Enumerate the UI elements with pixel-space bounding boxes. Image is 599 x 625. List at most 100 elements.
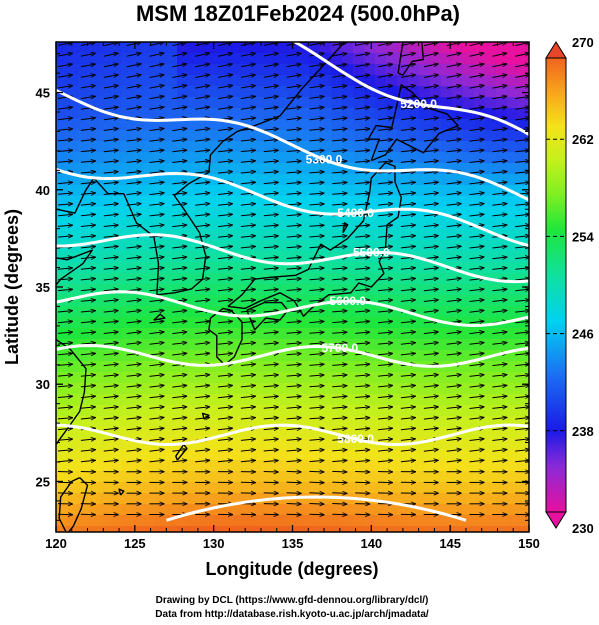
temperature-cell bbox=[507, 493, 519, 505]
temperature-cell bbox=[441, 515, 453, 527]
wind-vector bbox=[446, 300, 462, 302]
temperature-cell bbox=[56, 394, 68, 406]
temperature-cell bbox=[100, 515, 112, 527]
temperature-cell bbox=[375, 262, 387, 274]
temperature-cell bbox=[100, 251, 112, 263]
wind-vector bbox=[80, 53, 96, 57]
temperature-cell bbox=[320, 284, 332, 296]
temperature-cell bbox=[78, 185, 90, 197]
temperature-cell bbox=[452, 416, 464, 428]
temperature-cell bbox=[133, 317, 145, 329]
wind-vector bbox=[286, 118, 302, 120]
temperature-cell bbox=[166, 42, 178, 54]
temperature-cell bbox=[287, 328, 299, 340]
temperature-cell bbox=[254, 361, 266, 373]
wind-vector bbox=[446, 428, 462, 430]
wind-vector bbox=[515, 417, 529, 419]
temperature-cell bbox=[188, 185, 200, 197]
temperature-cell bbox=[111, 185, 123, 197]
temperature-cell bbox=[100, 152, 112, 164]
temperature-cell bbox=[89, 53, 101, 65]
temperature-cell bbox=[276, 405, 288, 417]
temperature-cell bbox=[386, 405, 398, 417]
temperature-cell bbox=[430, 515, 442, 527]
temperature-cell bbox=[364, 438, 376, 450]
temperature-cell bbox=[265, 405, 277, 417]
wind-vector bbox=[515, 182, 529, 184]
temperature-cell bbox=[375, 482, 387, 494]
temperature-cell bbox=[518, 218, 529, 230]
temperature-cell bbox=[144, 130, 156, 142]
temperature-cell bbox=[265, 328, 277, 340]
temperature-cell bbox=[221, 141, 233, 153]
wind-vector bbox=[126, 300, 142, 302]
temperature-cell bbox=[298, 317, 310, 329]
temperature-cell bbox=[122, 438, 134, 450]
temperature-cell bbox=[441, 427, 453, 439]
wind-vector bbox=[469, 439, 485, 441]
temperature-cell bbox=[144, 240, 156, 252]
wind-vector bbox=[423, 139, 439, 141]
wind-vector bbox=[446, 161, 462, 163]
wind-vector bbox=[378, 86, 393, 88]
wind-vector bbox=[515, 161, 529, 163]
temperature-cell bbox=[309, 394, 321, 406]
wind-vector bbox=[126, 193, 142, 195]
wind-vector bbox=[217, 332, 233, 334]
temperature-cell bbox=[221, 482, 233, 494]
contour-label: 5400.0 bbox=[337, 206, 374, 220]
temperature-cell bbox=[111, 207, 123, 219]
temperature-cell bbox=[221, 416, 233, 428]
temperature-cell bbox=[485, 218, 497, 230]
temperature-cell bbox=[210, 108, 222, 120]
temperature-cell bbox=[276, 97, 288, 109]
temperature-cell bbox=[144, 86, 156, 98]
temperature-cell bbox=[496, 262, 508, 274]
temperature-cell bbox=[364, 174, 376, 186]
wind-vector bbox=[57, 129, 73, 131]
wind-vector bbox=[195, 53, 210, 57]
temperature-cell bbox=[122, 504, 134, 516]
temperature-cell bbox=[485, 416, 497, 428]
temperature-cell bbox=[89, 218, 101, 230]
temperature-cell bbox=[67, 86, 79, 98]
temperature-cell bbox=[496, 97, 508, 109]
temperature-cell bbox=[375, 75, 387, 87]
temperature-cell bbox=[430, 218, 442, 230]
temperature-cell bbox=[441, 295, 453, 307]
wind-vector bbox=[309, 204, 325, 205]
temperature-cell bbox=[133, 119, 145, 131]
temperature-cell bbox=[320, 251, 332, 263]
temperature-cell bbox=[364, 471, 376, 483]
temperature-cell bbox=[56, 53, 68, 65]
temperature-cell bbox=[232, 405, 244, 417]
temperature-cell bbox=[56, 328, 68, 340]
wind-vector bbox=[469, 417, 485, 419]
temperature-cell bbox=[419, 207, 431, 219]
temperature-cell bbox=[397, 240, 409, 252]
wind-vector bbox=[400, 353, 416, 355]
temperature-cell bbox=[232, 130, 244, 142]
temperature-cell bbox=[133, 460, 145, 472]
wind-vector bbox=[355, 53, 370, 57]
temperature-cell bbox=[463, 515, 475, 527]
temperature-cell bbox=[155, 119, 167, 131]
wind-vector bbox=[217, 353, 233, 355]
wind-vector bbox=[378, 321, 393, 322]
temperature-cell bbox=[210, 284, 222, 296]
temperature-cell bbox=[122, 86, 134, 98]
temperature-cell bbox=[56, 119, 68, 131]
wind-vector bbox=[126, 278, 142, 280]
temperature-cell bbox=[331, 97, 343, 109]
temperature-cell bbox=[177, 53, 189, 65]
temperature-cell bbox=[375, 504, 387, 516]
temperature-cell bbox=[111, 163, 123, 175]
temperature-cell bbox=[419, 526, 431, 532]
temperature-cell bbox=[243, 218, 255, 230]
x-tick-label: 120 bbox=[45, 536, 67, 551]
wind-vector bbox=[286, 375, 302, 376]
temperature-cell bbox=[254, 196, 266, 208]
temperature-cell bbox=[199, 251, 211, 263]
temperature-cell bbox=[452, 394, 464, 406]
temperature-cell bbox=[232, 174, 244, 186]
